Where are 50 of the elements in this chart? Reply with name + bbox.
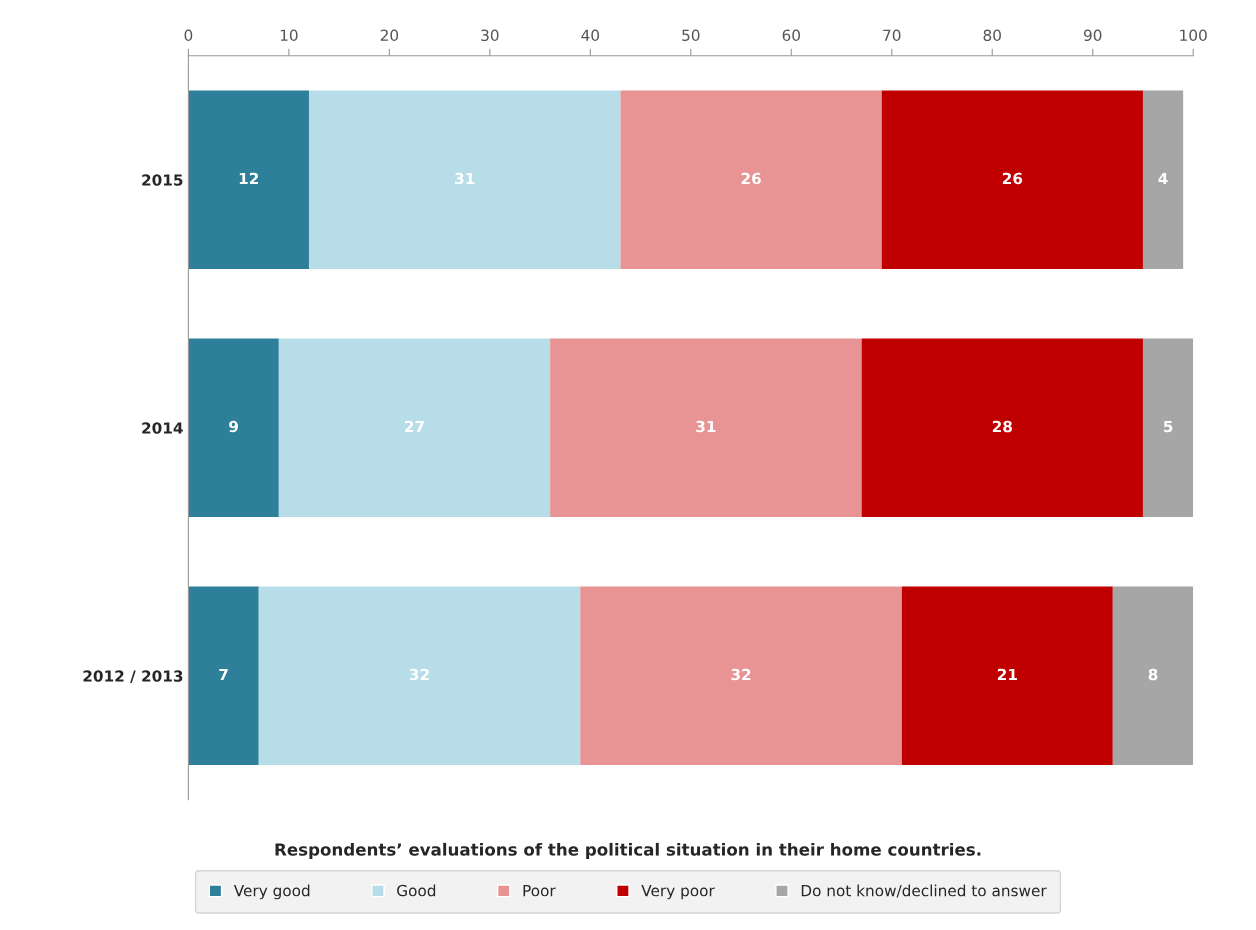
data-label: 9: [229, 420, 238, 433]
legend-label: Very poor: [641, 885, 715, 900]
bar: [188, 338, 279, 518]
y-tick-label: 2014: [142, 422, 183, 434]
x-tick-label: 10: [280, 29, 298, 42]
data-label: 28: [992, 420, 1012, 433]
y-tick-label: 2012 / 2013: [83, 670, 183, 684]
data-label: 5: [1163, 420, 1173, 433]
data-label: 21: [997, 668, 1017, 681]
bar: [550, 338, 862, 518]
bar: [1112, 586, 1194, 766]
bar: [308, 90, 621, 270]
bar: [258, 586, 581, 766]
bar: [901, 586, 1113, 766]
legend-label: Do not know/declined to answer: [801, 884, 1047, 898]
bar: [620, 90, 882, 270]
data-label: 31: [455, 172, 475, 185]
x-tick-label: 60: [782, 29, 800, 42]
x-tick-label: 30: [481, 29, 499, 42]
data-label: 26: [741, 172, 761, 185]
text: Respondents’ evaluations of the political situation in their home countries.: [275, 842, 981, 860]
data-label: 4: [1158, 172, 1168, 185]
x-tick-label: 70: [883, 29, 901, 42]
x-tick-label: 90: [1083, 29, 1102, 42]
bar: [278, 338, 551, 518]
data-label: 31: [696, 420, 716, 433]
bar: [861, 338, 1143, 518]
x-tick-label: 100: [1180, 29, 1207, 42]
bar: [188, 586, 259, 766]
data-label: 32: [409, 668, 429, 681]
bar: [188, 90, 309, 270]
data-label: 8: [1148, 668, 1158, 681]
x-tick-label: 50: [682, 29, 700, 42]
x-tick-label: 20: [380, 29, 399, 42]
x-tick-label: 40: [581, 29, 600, 42]
bar: [1142, 90, 1184, 270]
legend-label: Good: [397, 884, 436, 897]
data-label: 12: [239, 172, 258, 185]
x-tick-label: 80: [983, 29, 1001, 42]
data-label: 7: [219, 668, 228, 681]
data-label: 26: [1002, 172, 1023, 185]
y-tick-label: 2015: [142, 174, 183, 186]
x-tick-label: 0: [184, 29, 193, 42]
data-label: 32: [731, 668, 751, 681]
legend-label: Poor: [523, 885, 556, 897]
legend-label: Very good: [233, 884, 310, 900]
bar: [1142, 338, 1194, 518]
data-label: 27: [405, 420, 424, 433]
bar: [881, 90, 1143, 270]
bar: [580, 586, 902, 766]
